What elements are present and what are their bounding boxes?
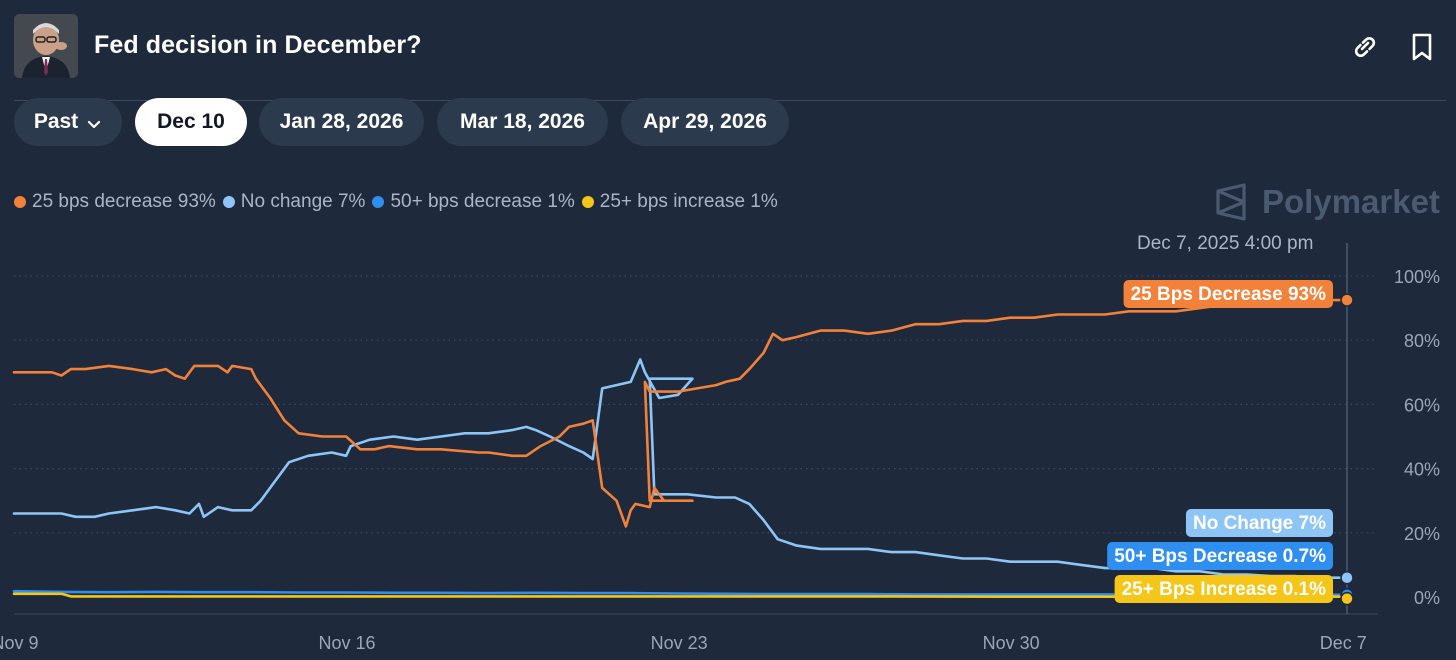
tab-apr-29-2026[interactable]: Apr 29, 2026 [621, 98, 789, 146]
x-tick-label: Nov 23 [651, 633, 708, 653]
tab-jan-28-2026[interactable]: Jan 28, 2026 [259, 98, 424, 146]
avatar-portrait [14, 14, 78, 78]
legend-item-25bps-decrease: 25 bps decrease 93% [14, 191, 216, 213]
legend-dot [581, 196, 594, 208]
legend-item-50bps-decrease: 50+ bps decrease 1% [372, 191, 575, 213]
legend-item-no-change: No change 7% [222, 191, 366, 213]
x-tick-label: Nov 9 [0, 633, 39, 653]
x-tick-label: Nov 16 [319, 633, 376, 653]
series-line-no-change [12, 358, 1349, 579]
series-end-dot [1340, 570, 1354, 585]
series-end-label-bg [1114, 575, 1333, 603]
series-end-label: 25 Bps Decrease 93% [1123, 280, 1333, 308]
tab-jan-28-label: Jan 28, 2026 [279, 110, 404, 133]
series-end-label: 50+ Bps Decrease 0.7% [1107, 542, 1333, 570]
series-end-dot [1340, 591, 1354, 606]
tab-past-label: Past [33, 110, 79, 133]
page-title: Fed decision in December? [94, 31, 422, 59]
series-end-label: No Change 7% [1185, 509, 1333, 537]
tab-past[interactable]: Past [14, 98, 122, 146]
bookmark-icon[interactable] [1407, 30, 1437, 64]
y-tick-label: 20% [1404, 524, 1440, 544]
polymarket-watermark: Polymarket [1214, 182, 1440, 222]
y-tick-label: 100% [1394, 267, 1440, 287]
tab-apr-29-label: Apr 29, 2026 [643, 110, 767, 133]
legend-dot [14, 196, 26, 208]
header: Fed decision in December? [0, 0, 1456, 100]
legend-label: No change 7% [240, 191, 366, 212]
y-tick-label: 60% [1404, 395, 1440, 415]
series-end-label-text: No Change 7% [1193, 513, 1326, 534]
legend-label: 25+ bps increase 1% [599, 191, 778, 212]
x-tick-label: Nov 30 [983, 633, 1040, 653]
tab-mar-18-label: Mar 18, 2026 [460, 110, 585, 133]
series-end-label-text: 25 Bps Decrease 93% [1131, 284, 1327, 305]
series-end-label-bg [1123, 280, 1333, 308]
series-end-label-text: 50+ Bps Decrease 0.7% [1114, 546, 1326, 567]
series-end-label: 25+ Bps Increase 0.1% [1114, 575, 1333, 603]
series-end-label-bg [1185, 509, 1333, 537]
series-line-25-bps-decrease [12, 298, 1349, 528]
legend-item-25bps-increase: 25+ bps increase 1% [581, 191, 778, 213]
polymarket-logo-icon [1216, 183, 1246, 221]
tab-dec-10[interactable]: Dec 10 [135, 98, 247, 146]
market-avatar [14, 14, 78, 78]
series-end-label-bg [1107, 542, 1333, 570]
y-tick-label: 80% [1404, 331, 1440, 351]
series-end-dot [1340, 293, 1354, 307]
link-icon[interactable] [1350, 30, 1380, 64]
hover-timestamp: Dec 7, 2025 4:00 pm [1137, 233, 1314, 254]
tab-dec-10-label: Dec 10 [157, 110, 225, 133]
legend-dot [222, 196, 235, 208]
legend-label: 25 bps decrease 93% [32, 191, 216, 212]
chart-legend: 25 bps decrease 93% No change 7% 50+ bps… [14, 191, 785, 213]
chevron-down-icon [86, 114, 102, 130]
y-tick-label: 40% [1404, 460, 1440, 480]
watermark-text: Polymarket [1262, 183, 1440, 220]
x-tick-label: Dec 7 [1320, 633, 1367, 653]
y-tick-label: 0% [1414, 588, 1440, 608]
series-end-label-text: 25+ Bps Increase 0.1% [1122, 579, 1326, 600]
legend-dot [372, 196, 385, 208]
tab-mar-18-2026[interactable]: Mar 18, 2026 [437, 98, 608, 146]
legend-label: 50+ bps decrease 1% [390, 191, 575, 212]
